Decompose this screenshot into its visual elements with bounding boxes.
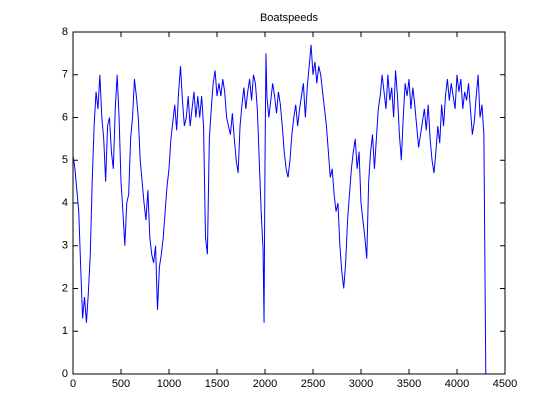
x-tick-label: 4000 xyxy=(445,378,469,390)
y-tick-label: 2 xyxy=(62,282,68,294)
y-tick-label: 5 xyxy=(62,154,68,166)
x-tick-label: 3000 xyxy=(349,378,373,390)
y-tick-label: 7 xyxy=(62,69,68,81)
axes-box xyxy=(72,31,506,375)
plot-area xyxy=(73,32,505,374)
x-tick-label: 0 xyxy=(70,378,76,390)
x-tick-label: 1000 xyxy=(157,378,181,390)
y-tick-label: 1 xyxy=(62,325,68,337)
y-tick-label: 6 xyxy=(62,111,68,123)
x-tick-label: 3500 xyxy=(397,378,421,390)
y-tick-label: 4 xyxy=(62,197,68,209)
x-tick-label: 2000 xyxy=(253,378,277,390)
x-tick-label: 2500 xyxy=(301,378,325,390)
y-tick-label: 3 xyxy=(62,240,68,252)
chart-title: Boatspeeds xyxy=(260,12,319,24)
x-tick-label: 4500 xyxy=(493,378,517,390)
x-tick-label: 1500 xyxy=(205,378,229,390)
data-line xyxy=(72,44,487,375)
x-tick-label: 500 xyxy=(112,378,130,390)
y-tick-label: 0 xyxy=(62,368,68,380)
y-tick-label: 8 xyxy=(62,26,68,38)
